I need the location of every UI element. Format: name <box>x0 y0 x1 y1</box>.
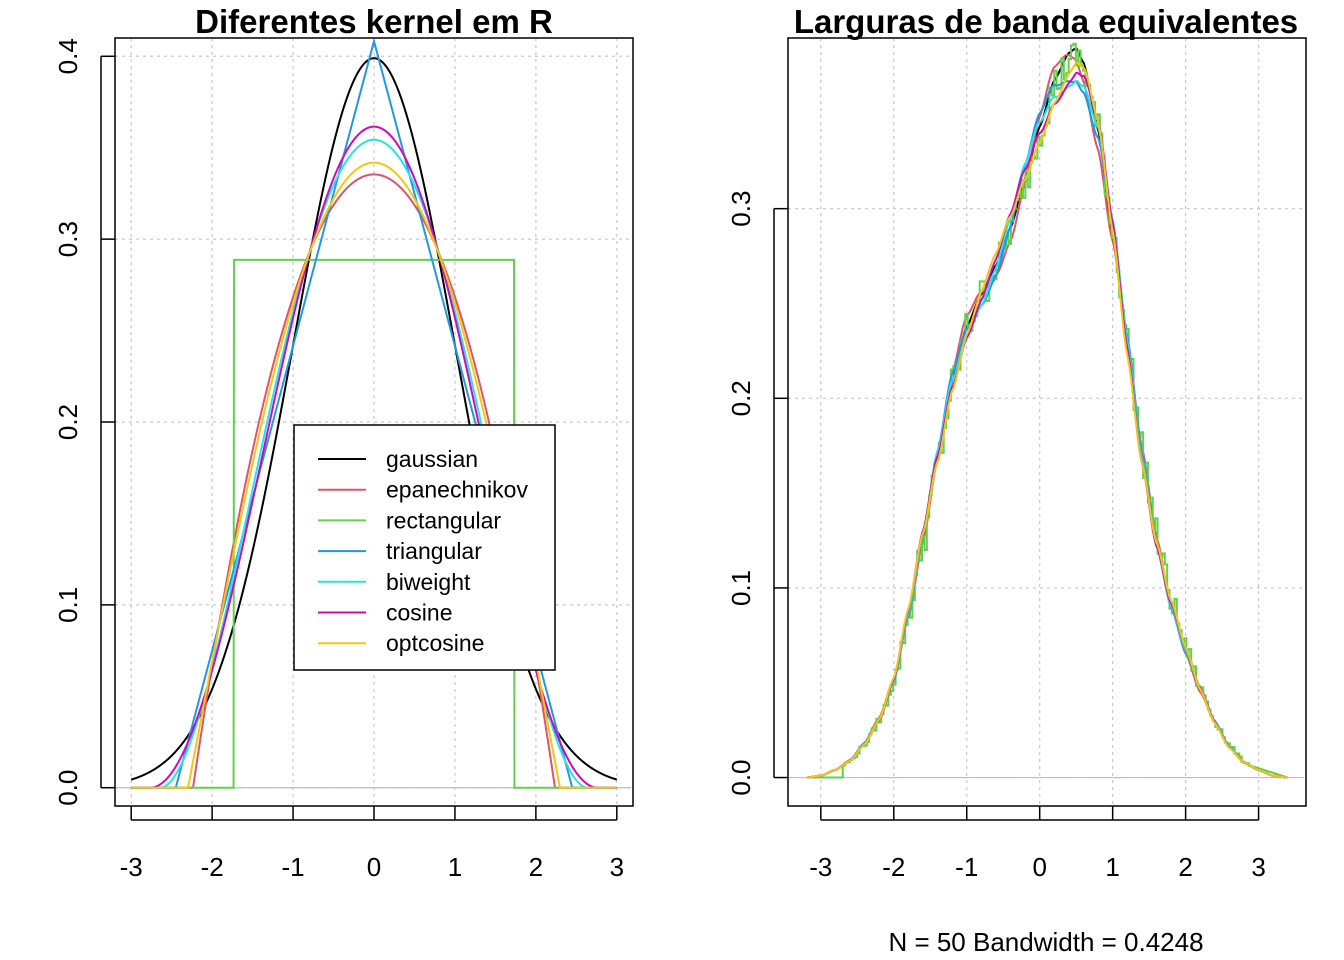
y-tick-label: 0.4 <box>53 38 83 74</box>
y-tick-label: 0.3 <box>53 221 83 257</box>
x-tick-label: 1 <box>1105 852 1119 882</box>
left-title: Diferentes kernel em R <box>195 3 553 40</box>
y-tick-label: 0.0 <box>726 759 756 795</box>
y-tick-label: 0.3 <box>726 191 756 227</box>
right-plot-frame <box>787 37 1307 807</box>
x-tick-label: -3 <box>120 852 143 882</box>
left-axes: -3 -2 -1 0 1 2 3 0.0 0.1 0.2 0.3 0.4 <box>53 38 624 882</box>
density-curve-epanechnikov <box>806 53 1288 779</box>
legend-label-rectangular: rectangular <box>386 507 501 533</box>
y-tick-label: 0.2 <box>53 404 83 440</box>
density-curve-rectangular <box>806 42 1289 779</box>
x-tick-label: -2 <box>201 852 224 882</box>
kernel-curve-gaussian <box>130 57 618 781</box>
legend-label-cosine: cosine <box>386 600 452 626</box>
density-curve-optcosine <box>806 61 1288 779</box>
x-tick-label: 2 <box>529 852 543 882</box>
y-tick-label: 0.1 <box>726 570 756 606</box>
density-curve-triangular <box>806 80 1288 779</box>
x-tick-label: -2 <box>882 852 905 882</box>
y-tick-label: 0.2 <box>726 380 756 416</box>
y-tick-label: 0.0 <box>53 770 83 806</box>
left-panel: Diferentes kernel em R -3 -2 -1 0 1 2 3 0.0 0.1 0… <box>53 3 634 882</box>
legend-label-biweight: biweight <box>386 569 471 595</box>
legend-label-epanechnikov: epanechnikov <box>386 477 528 503</box>
legend-label-optcosine: optcosine <box>386 630 484 656</box>
x-tick-label: -1 <box>282 852 305 882</box>
kernel-curve-rectangular <box>131 258 617 789</box>
legend: gaussian epanechnikov rectangular triangula… <box>293 424 556 671</box>
right-subtitle: N = 50 Bandwidth = 0.4248 <box>888 927 1203 957</box>
density-curve-gaussian <box>806 47 1288 779</box>
legend-label-gaussian: gaussian <box>386 446 478 472</box>
x-tick-label: 3 <box>1251 852 1265 882</box>
y-tick-label: 0.1 <box>53 587 83 623</box>
legend-label-triangular: triangular <box>386 538 482 564</box>
x-tick-label: -1 <box>955 852 978 882</box>
x-tick-label: 0 <box>367 852 381 882</box>
density-curve-biweight <box>806 79 1288 779</box>
legend-box <box>293 424 556 671</box>
x-tick-label: -3 <box>809 852 832 882</box>
x-tick-label: 1 <box>448 852 462 882</box>
right-panel: Larguras de banda equivalentes -3 -2 -1 0 1 2… <box>726 3 1307 957</box>
right-grid <box>788 38 1306 806</box>
density-curve-cosine <box>806 71 1288 779</box>
right-axes: -3 -2 -1 0 1 2 3 0.0 0.1 0.2 0.3 <box>726 191 1266 882</box>
right-title: Larguras de banda equivalentes <box>794 3 1298 40</box>
x-tick-label: 3 <box>610 852 624 882</box>
right-curves <box>806 42 1289 779</box>
x-tick-label: 0 <box>1032 852 1046 882</box>
x-tick-label: 2 <box>1178 852 1192 882</box>
left-grid <box>115 38 633 806</box>
